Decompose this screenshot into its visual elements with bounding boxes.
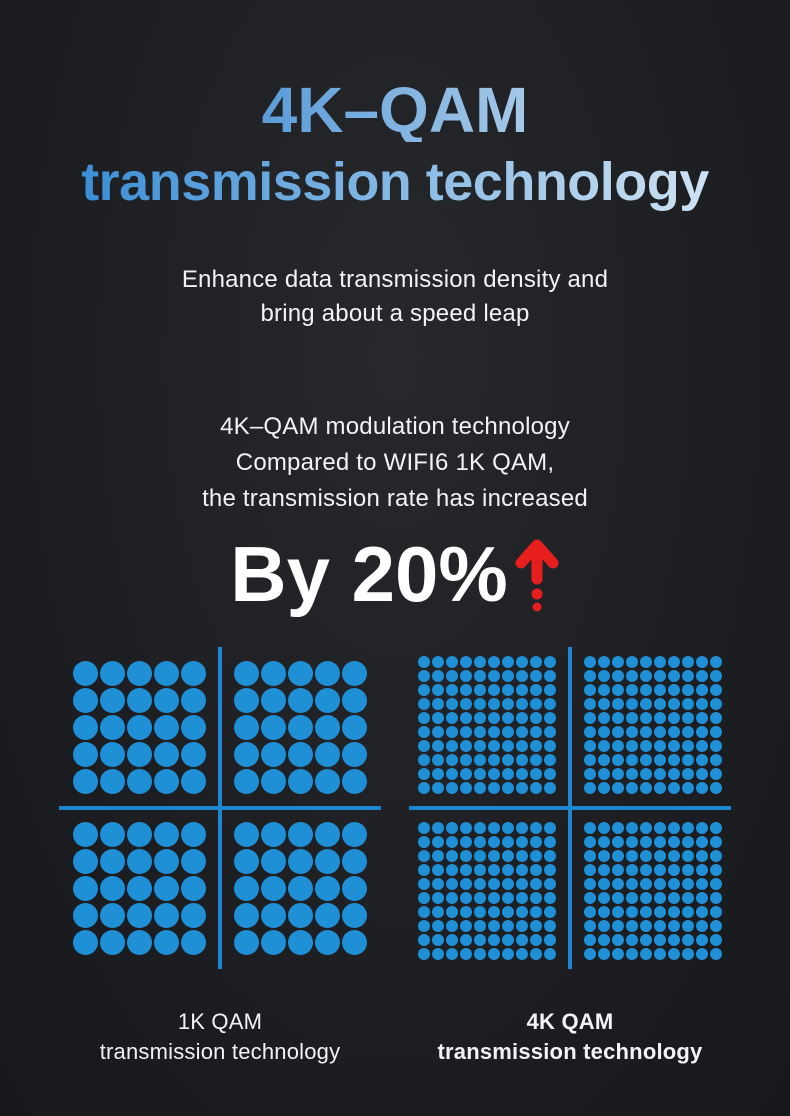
constellation-quadrant: [584, 655, 722, 794]
up-arrow-icon: [515, 539, 559, 612]
constellation-quadrant: [584, 821, 722, 960]
title-line-1: 4K–QAM: [261, 74, 529, 146]
title-line-2: transmission technology: [81, 150, 709, 215]
constellation-quadrant: [73, 660, 206, 794]
comparison-line-1: 4K–QAM modulation technology: [220, 412, 570, 440]
constellation-axis-horizontal: [59, 805, 381, 810]
constellation-dot-grid: [409, 647, 731, 969]
comparison-line-2: Compared to WIFI6 1K QAM,: [235, 448, 555, 476]
highlight-value: By 20%: [230, 529, 508, 618]
constellation-4k-qam: 4K QAM transmission technology: [409, 646, 731, 1067]
constellation-dot-grid: [59, 647, 381, 969]
page-title: 4K–QAM transmission technology: [0, 78, 790, 215]
constellation-quadrant: [73, 821, 206, 955]
caption-1k-qam: 1K QAM transmission technology: [100, 1007, 341, 1067]
constellation-diagram-4k: [409, 646, 731, 969]
comparison-line-3: the transmission rate has increased: [202, 484, 588, 512]
comparison-text: 4K–QAM modulation technology Compared to…: [0, 409, 790, 517]
constellation-quadrant: [418, 821, 556, 960]
constellation-diagram-1k: [59, 646, 381, 969]
caption-1k-line-2: transmission technology: [99, 1038, 341, 1064]
constellation-axis-horizontal: [409, 805, 731, 810]
constellation-quadrant: [234, 660, 367, 794]
constellation-quadrant: [234, 821, 367, 955]
caption-4k-qam: 4K QAM transmission technology: [438, 1007, 703, 1067]
caption-1k-line-1: 1K QAM: [177, 1008, 263, 1034]
intro-text: Enhance data transmission density and br…: [0, 263, 790, 331]
constellation-figures: 1K QAM transmission technology 4K QAM tr…: [0, 646, 790, 1067]
caption-4k-line-2: transmission technology: [437, 1038, 703, 1064]
intro-line-1: Enhance data transmission density and: [181, 265, 609, 293]
caption-4k-line-1: 4K QAM: [526, 1008, 614, 1034]
intro-line-2: bring about a speed leap: [260, 299, 530, 327]
highlight-stat: By 20%: [0, 531, 790, 617]
constellation-quadrant: [418, 655, 556, 794]
constellation-1k-qam: 1K QAM transmission technology: [59, 646, 381, 1067]
